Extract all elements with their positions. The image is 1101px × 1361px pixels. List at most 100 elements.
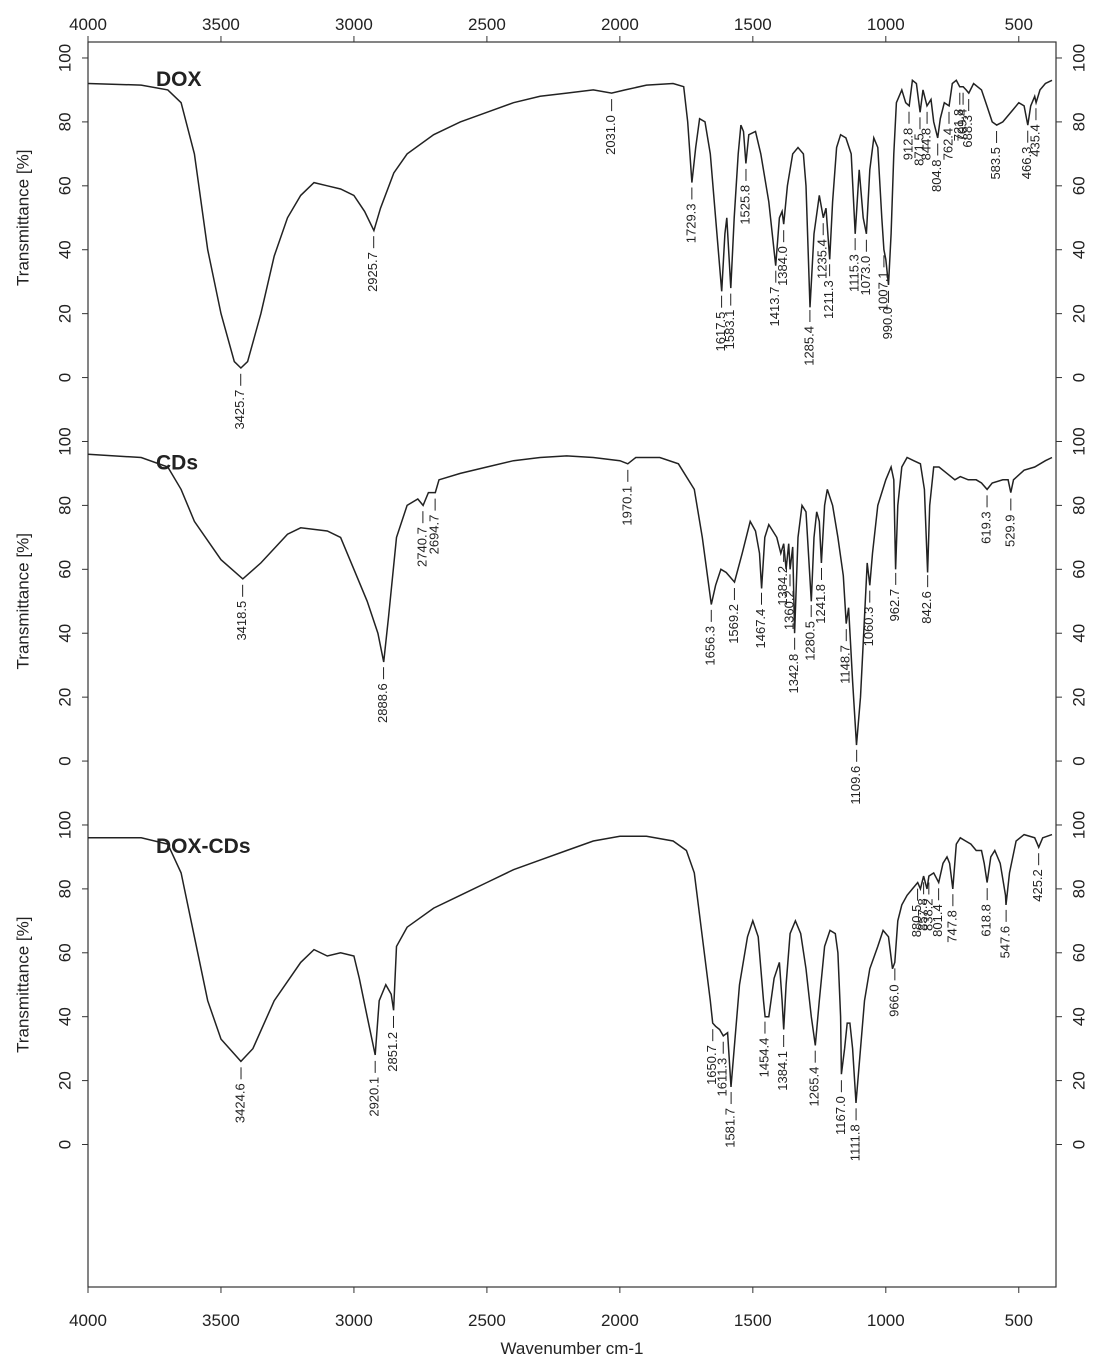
peak-label: 1617.5 bbox=[713, 312, 728, 352]
peak-label: 1211.3 bbox=[821, 280, 836, 319]
peak-label: 1581.7 bbox=[723, 1108, 738, 1148]
peak-label: 1060.3 bbox=[861, 607, 876, 647]
peak-label: 3418.5 bbox=[234, 601, 249, 641]
peak-label: 1148.7 bbox=[838, 645, 853, 684]
peak-label: 583.5 bbox=[988, 147, 1003, 180]
y-tick-label: 80 bbox=[55, 112, 74, 131]
plot-frame bbox=[87, 41, 1057, 1288]
y-tick-label: 80 bbox=[55, 879, 74, 898]
y-tick-label-right: 100 bbox=[1069, 427, 1088, 455]
peak-label: 1167.0 bbox=[833, 1096, 848, 1135]
peak-label: 2851.2 bbox=[385, 1032, 400, 1072]
y-tick-label: 40 bbox=[55, 1007, 74, 1026]
y-tick-label: 0 bbox=[55, 373, 74, 382]
peak-label: 3425.7 bbox=[232, 390, 247, 430]
peak-label: 721.8 bbox=[951, 109, 966, 142]
spectrum-line bbox=[88, 833, 1053, 1104]
y-tick-label: 20 bbox=[55, 1071, 74, 1090]
peak-label: 801.4 bbox=[930, 904, 945, 937]
peak-label: 1413.7 bbox=[767, 287, 782, 327]
y-tick-label: 60 bbox=[55, 943, 74, 962]
panel-title: DOX bbox=[156, 68, 202, 91]
peak-label: 1611.3 bbox=[715, 1058, 730, 1097]
x-tick-label: 4000 bbox=[69, 15, 107, 34]
peak-label: 435.4 bbox=[1027, 124, 1042, 157]
x-tick-label: 500 bbox=[1005, 15, 1033, 34]
peak-label: 747.8 bbox=[944, 910, 959, 943]
x-tick-label: 3500 bbox=[202, 15, 240, 34]
y-tick-label-right: 0 bbox=[1069, 373, 1088, 382]
peak-label: 842.6 bbox=[919, 591, 934, 624]
spectrum-line bbox=[87, 453, 1053, 746]
peak-label: 688.3 bbox=[960, 115, 975, 148]
peak-label: 1569.2 bbox=[726, 604, 741, 644]
y-tick-label: 100 bbox=[55, 44, 74, 72]
y-axis-label: Transmittance [%] bbox=[13, 917, 32, 1053]
y-tick-label: 100 bbox=[55, 811, 74, 839]
y-tick-label-right: 80 bbox=[1069, 879, 1088, 898]
peak-label: 709.4 bbox=[955, 109, 970, 142]
peak-label: 838.2 bbox=[920, 898, 935, 931]
peak-label: 1583.1 bbox=[722, 310, 737, 350]
peak-label: 880.5 bbox=[909, 905, 924, 938]
y-tick-label: 20 bbox=[55, 304, 74, 323]
y-tick-label-right: 0 bbox=[1069, 756, 1088, 765]
y-tick-label-right: 40 bbox=[1069, 624, 1088, 643]
peak-label: 1384.0 bbox=[775, 246, 790, 286]
y-tick-label: 60 bbox=[55, 560, 74, 579]
y-tick-label: 80 bbox=[55, 496, 74, 515]
y-tick-label: 20 bbox=[55, 688, 74, 707]
peak-label: 1241.8 bbox=[813, 584, 828, 624]
peak-label: 1656.3 bbox=[703, 626, 718, 666]
x-tick-label: 1000 bbox=[867, 15, 905, 34]
peak-label: 1342.8 bbox=[786, 654, 801, 694]
peak-label: 844.8 bbox=[919, 128, 934, 161]
peak-label: 466.3 bbox=[1019, 147, 1034, 180]
spectrum-line bbox=[87, 78, 1053, 370]
peak-label: 962.7 bbox=[887, 589, 902, 622]
x-tick-label: 2000 bbox=[601, 1311, 639, 1330]
peak-label: 804.8 bbox=[929, 159, 944, 192]
x-tick-label: 2500 bbox=[468, 15, 506, 34]
peak-label: 762.4 bbox=[940, 128, 955, 161]
peak-label: 1384.1 bbox=[775, 1051, 790, 1091]
peak-label: 1265.4 bbox=[807, 1067, 822, 1107]
peak-label: 2888.6 bbox=[375, 683, 390, 723]
panel-title: CDs bbox=[156, 452, 198, 475]
peak-label: 1360.2 bbox=[781, 590, 796, 630]
peak-label: 912.8 bbox=[900, 128, 915, 161]
peak-label: 1235.4 bbox=[815, 239, 830, 279]
peak-label: 1467.4 bbox=[753, 609, 768, 649]
peak-label: 3424.6 bbox=[232, 1083, 247, 1123]
peak-label: 529.9 bbox=[1002, 514, 1017, 547]
peak-label: 1454.4 bbox=[756, 1038, 771, 1078]
y-tick-label-right: 40 bbox=[1069, 240, 1088, 259]
peak-label: 1650.7 bbox=[704, 1045, 719, 1085]
peak-label: 2694.7 bbox=[427, 515, 442, 555]
x-tick-label: 1500 bbox=[734, 1311, 772, 1330]
x-tick-label: 3000 bbox=[335, 1311, 373, 1330]
peak-label: 2925.7 bbox=[365, 252, 380, 292]
y-tick-label-right: 100 bbox=[1069, 811, 1088, 839]
peak-label: 1007.1 bbox=[875, 271, 890, 311]
x-tick-label: 3500 bbox=[202, 1311, 240, 1330]
peak-label: 857.8 bbox=[915, 898, 930, 931]
y-tick-label-right: 60 bbox=[1069, 560, 1088, 579]
y-tick-label-right: 20 bbox=[1069, 1071, 1088, 1090]
y-tick-label: 0 bbox=[55, 756, 74, 765]
peak-label: 966.0 bbox=[886, 984, 901, 1017]
y-tick-label: 40 bbox=[55, 624, 74, 643]
peak-label: 425.2 bbox=[1030, 869, 1045, 902]
y-tick-label-right: 20 bbox=[1069, 304, 1088, 323]
x-tick-label: 3000 bbox=[335, 15, 373, 34]
x-tick-label: 1000 bbox=[867, 1311, 905, 1330]
peak-label: 618.8 bbox=[979, 904, 994, 937]
x-tick-label: 1500 bbox=[734, 15, 772, 34]
y-tick-label: 60 bbox=[55, 176, 74, 195]
peak-label: 2740.7 bbox=[414, 527, 429, 567]
peak-label: 1109.6 bbox=[848, 766, 863, 805]
y-tick-label-right: 60 bbox=[1069, 943, 1088, 962]
peak-label: 1115.3 bbox=[847, 254, 862, 292]
x-tick-label: 500 bbox=[1005, 1311, 1033, 1330]
